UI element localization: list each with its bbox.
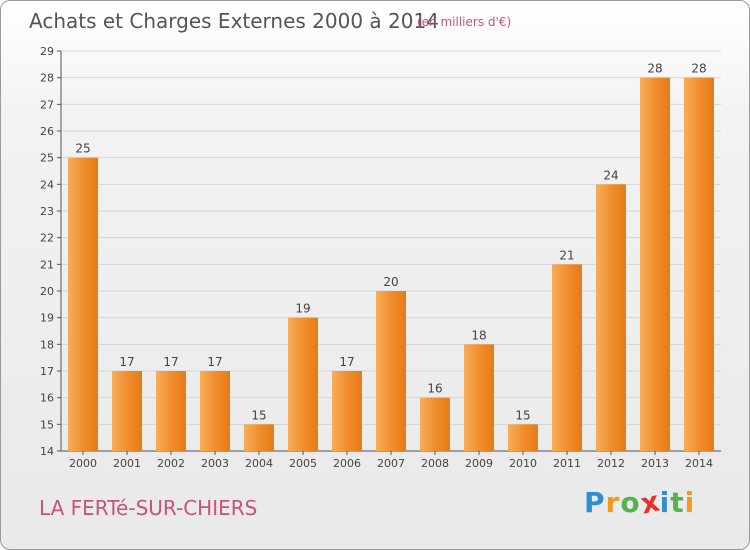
logo-letter: i: [659, 486, 671, 519]
data-label: 15: [251, 408, 266, 422]
data-label: 17: [119, 355, 134, 369]
data-label: 28: [691, 62, 706, 76]
data-label: 19: [295, 302, 310, 316]
bar: [684, 77, 714, 452]
x-tick-label: 2009: [465, 457, 493, 470]
y-tick-label: 28: [40, 72, 54, 85]
bar: [288, 317, 318, 451]
place-name: LA FERTé-SUR-CHIERS: [39, 496, 258, 520]
x-tick-label: 2013: [641, 457, 669, 470]
x-tick-label: 2006: [333, 457, 361, 470]
x-tick-label: 2011: [553, 457, 581, 470]
x-tick-label: 2003: [201, 457, 229, 470]
chart-title: Achats et Charges Externes 2000 à 2014: [29, 9, 439, 33]
y-tick-label: 15: [40, 418, 54, 431]
y-tick-label: 21: [40, 258, 54, 271]
logo-letter: r: [605, 486, 621, 519]
logo-letter: i: [684, 486, 696, 519]
bar: [508, 424, 538, 451]
chart-unit-note: (en milliers d'€): [417, 15, 512, 29]
data-label: 20: [383, 275, 398, 289]
y-tick-label: 16: [40, 392, 54, 405]
bar: [244, 424, 274, 451]
x-tick-label: 2012: [597, 457, 625, 470]
data-labels: 25 17 17 17 15 19 17 20 16 18 15 21 24 28 28: [75, 62, 706, 423]
bar: [112, 371, 142, 451]
y-tick-label: 26: [40, 125, 54, 138]
data-label: 25: [75, 142, 90, 156]
y-tick-label: 23: [40, 205, 54, 218]
bar: [332, 371, 362, 451]
bar: [464, 344, 494, 451]
x-tick-label: 2001: [113, 457, 141, 470]
data-label: 15: [515, 408, 530, 422]
bar: [552, 264, 582, 451]
logo-letter: o: [620, 486, 641, 519]
bar: [640, 77, 670, 452]
data-label: 24: [603, 168, 618, 182]
x-tick-label: 2008: [421, 457, 449, 470]
y-tick-label: 29: [40, 45, 54, 58]
x-tick-label: 2004: [245, 457, 273, 470]
y-tick-label: 27: [40, 98, 54, 111]
y-tick-label: 18: [40, 338, 54, 351]
logo-letter: t: [670, 486, 685, 519]
x-tick-label: 2014: [685, 457, 713, 470]
x-tick-label: 2002: [157, 457, 185, 470]
x-tick-label: 2010: [509, 457, 537, 470]
bar: [420, 397, 450, 451]
data-label: 17: [207, 355, 222, 369]
data-label: 16: [427, 382, 442, 396]
data-label: 17: [339, 355, 354, 369]
x-tick-label: 2005: [289, 457, 317, 470]
x-tick-label: 2007: [377, 457, 405, 470]
y-tick-label: 25: [40, 152, 54, 165]
proxiti-logo[interactable]: Proxiti: [584, 484, 696, 520]
y-tick-label: 19: [40, 312, 54, 325]
x-tick-label: 2000: [69, 457, 97, 470]
bar: [596, 184, 626, 452]
y-tick-label: 14: [40, 445, 54, 458]
bar: [200, 371, 230, 451]
data-label: 17: [163, 355, 178, 369]
bar: [376, 291, 406, 451]
logo-letter: P: [584, 486, 606, 519]
data-label: 18: [471, 328, 486, 342]
data-label: 28: [647, 62, 662, 76]
bar: [156, 371, 186, 451]
data-label: 21: [559, 248, 574, 262]
y-tick-label: 17: [40, 365, 54, 378]
y-tick-label: 24: [40, 178, 54, 191]
bar: [68, 157, 98, 451]
bars: [68, 77, 714, 452]
y-tick-label: 22: [40, 232, 54, 245]
y-tick-label: 20: [40, 285, 54, 298]
